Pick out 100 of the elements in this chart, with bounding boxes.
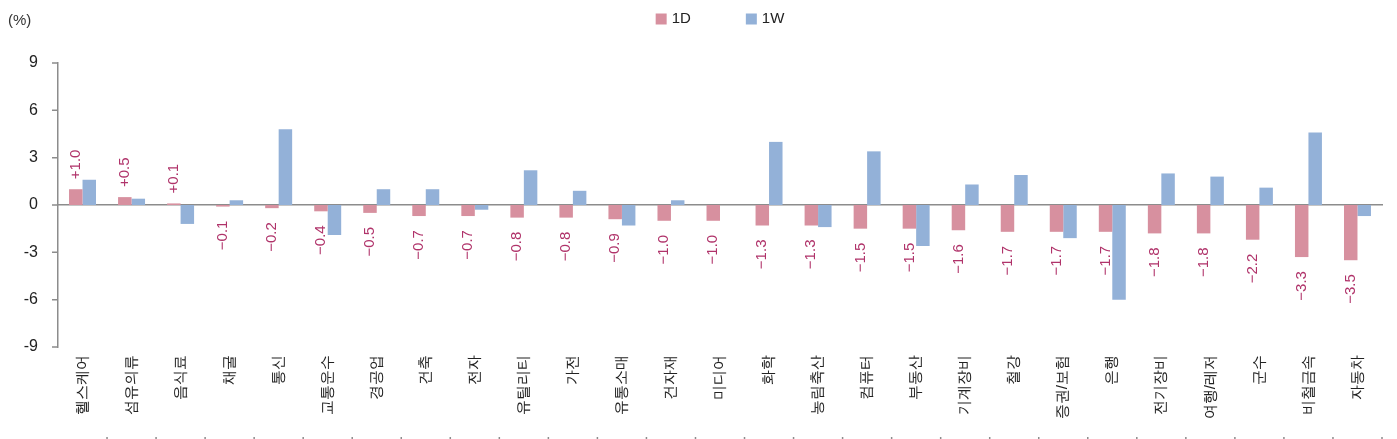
- x-tick-label: 경공업: [366, 355, 384, 400]
- bar: [1014, 175, 1028, 205]
- x-tick-label: 유틸리티: [513, 355, 531, 415]
- data-label: −0.7: [458, 230, 476, 260]
- bar: [951, 205, 966, 231]
- x-tick-label: 건자재: [661, 355, 679, 400]
- x-tick-label: 자동차: [1347, 355, 1365, 400]
- bar: [118, 197, 132, 205]
- data-label: −1.7: [1046, 245, 1064, 276]
- x-tick-label: 기계장비: [955, 355, 973, 415]
- bar: [425, 189, 440, 205]
- x-tick-label: 헬스케어: [72, 355, 90, 415]
- data-label: −3.5: [1340, 274, 1358, 304]
- bar: [1000, 205, 1015, 232]
- bar: [363, 205, 377, 213]
- x-tick-label: 비철금속: [1298, 355, 1316, 415]
- bar: [804, 205, 819, 226]
- data-label: +0.1: [163, 163, 181, 194]
- bar: [1245, 205, 1260, 240]
- data-label: −1.3: [801, 239, 819, 270]
- x-tick-label: 컴퓨터: [857, 355, 875, 400]
- bar: [867, 151, 881, 205]
- bar: [1161, 173, 1175, 205]
- bar: [1049, 205, 1064, 232]
- x-tick-label: 통신: [268, 355, 286, 385]
- x-tick-label: 은행: [1102, 355, 1120, 385]
- bar: [608, 205, 622, 220]
- data-label: −1.5: [899, 242, 917, 273]
- data-label: +1.0: [65, 149, 83, 180]
- x-tick-label: 여행/레저: [1200, 355, 1218, 420]
- data-label: −0.5: [360, 226, 378, 257]
- data-label: −1.0: [703, 234, 721, 265]
- bar: [69, 189, 83, 205]
- bar: [769, 141, 783, 205]
- bar: [706, 205, 720, 221]
- bar: [1210, 176, 1224, 205]
- bar: [657, 205, 671, 221]
- data-label: −1.5: [850, 242, 868, 273]
- bar: [1063, 205, 1077, 239]
- bar: [670, 200, 685, 205]
- data-label: −1.3: [752, 239, 770, 270]
- data-label: −0.8: [556, 231, 574, 262]
- data-label: −3.3: [1291, 271, 1309, 301]
- x-tick-label: 농림축산: [808, 355, 826, 415]
- bar: [1344, 205, 1358, 261]
- bar: [278, 129, 293, 205]
- bar: [1098, 205, 1113, 232]
- data-label: −1.7: [1095, 245, 1113, 276]
- data-label: −1.6: [948, 244, 966, 274]
- x-tick-label: 전자: [464, 355, 482, 385]
- data-label: −0.4: [311, 225, 329, 255]
- y-tick-label: -9: [23, 337, 39, 355]
- data-label: −0.7: [409, 230, 427, 260]
- bar: [916, 205, 930, 247]
- bar: [1357, 205, 1371, 217]
- bar: [314, 205, 328, 212]
- bar: [82, 179, 96, 205]
- data-label: −0.2: [262, 222, 280, 252]
- bar: [180, 205, 195, 224]
- x-tick-label: 화학: [759, 355, 777, 385]
- bar: [1196, 205, 1211, 234]
- data-label: −1.0: [654, 234, 672, 265]
- legend-label: 1W: [761, 9, 786, 27]
- y-tick-label: 0: [29, 195, 39, 213]
- x-tick-label: 섬유의류: [121, 355, 139, 415]
- x-tick-label: 유통소매: [612, 355, 630, 415]
- x-tick-label: 증권/보험: [1053, 355, 1071, 420]
- bar: [902, 205, 917, 229]
- y-tick-label: -6: [23, 290, 39, 308]
- bar: [559, 205, 573, 218]
- y-tick-label: 9: [29, 53, 39, 71]
- y-axis-title: (%): [8, 11, 32, 28]
- x-tick-label: 음식료: [170, 355, 188, 400]
- bar: [572, 190, 587, 205]
- data-label: −1.8: [1144, 247, 1162, 278]
- bar: [131, 198, 146, 205]
- bar: [1112, 205, 1126, 300]
- x-tick-label: 가전: [563, 355, 581, 385]
- bar: [265, 205, 279, 209]
- x-tick-label: 건축: [415, 355, 433, 385]
- bar: [510, 205, 524, 218]
- data-label: −1.8: [1193, 247, 1211, 278]
- bar: [965, 184, 979, 205]
- x-tick-label: 전기장비: [1151, 355, 1169, 415]
- data-label: −0.8: [507, 231, 525, 262]
- bar: [229, 200, 244, 205]
- x-tick-label: 채굴: [219, 355, 237, 385]
- data-label: −1.7: [997, 245, 1015, 276]
- bar: [474, 205, 489, 210]
- bar: [1308, 132, 1322, 205]
- y-tick-label: -3: [23, 242, 39, 260]
- x-tick-label: 미디어: [710, 355, 728, 400]
- bar: [853, 205, 868, 229]
- x-tick-label: 군수: [1249, 355, 1267, 385]
- bar: [412, 205, 426, 217]
- data-label: −0.9: [605, 233, 623, 263]
- data-label: −2.2: [1242, 253, 1260, 284]
- y-tick-label: 6: [29, 100, 39, 118]
- data-label: −0.1: [213, 220, 231, 251]
- bar: [1259, 187, 1273, 205]
